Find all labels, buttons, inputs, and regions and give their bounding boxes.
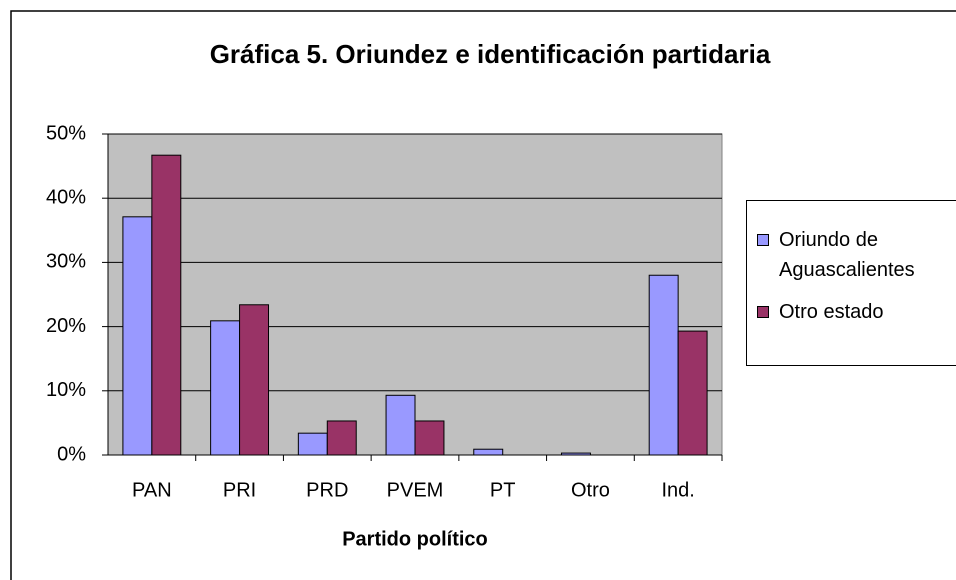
bar	[122, 216, 153, 456]
bar	[414, 420, 445, 456]
bar	[297, 432, 328, 456]
legend-item: Otro estado	[757, 297, 947, 327]
bar	[151, 154, 182, 456]
bar	[385, 394, 416, 456]
bar	[677, 330, 708, 456]
legend: Oriundo de Aguascalientes Otro estado	[746, 200, 956, 366]
bar	[473, 448, 504, 456]
y-tick-label: 40%	[46, 186, 86, 208]
y-tick-label: 0%	[57, 443, 86, 465]
bar	[648, 274, 679, 456]
x-tick-label: Otro	[571, 479, 610, 501]
bar	[210, 320, 241, 456]
x-tick-label: PRI	[223, 479, 256, 501]
x-tick-label: PT	[490, 479, 516, 501]
legend-label: Otro estado	[779, 301, 884, 323]
legend-label: Oriundo de Aguascalientes	[779, 229, 915, 281]
y-tick-label: 10%	[46, 379, 86, 401]
legend-item: Oriundo de Aguascalientes	[757, 225, 947, 285]
x-tick-label: PRD	[306, 479, 348, 501]
bar	[326, 420, 357, 456]
x-tick-label: Ind.	[661, 479, 694, 501]
x-tick-label: PVEM	[387, 479, 444, 501]
x-axis-label: Partido político	[342, 528, 488, 550]
legend-swatch	[757, 234, 769, 246]
x-tick-label: PAN	[132, 479, 172, 501]
bar	[560, 452, 591, 456]
y-tick-label: 20%	[46, 315, 86, 337]
y-tick-label: 30%	[46, 251, 86, 273]
chart-title: Gráfica 5. Oriundez e identificación par…	[210, 39, 771, 69]
bar	[239, 304, 270, 456]
legend-swatch	[757, 306, 769, 318]
y-tick-label: 50%	[46, 122, 86, 144]
